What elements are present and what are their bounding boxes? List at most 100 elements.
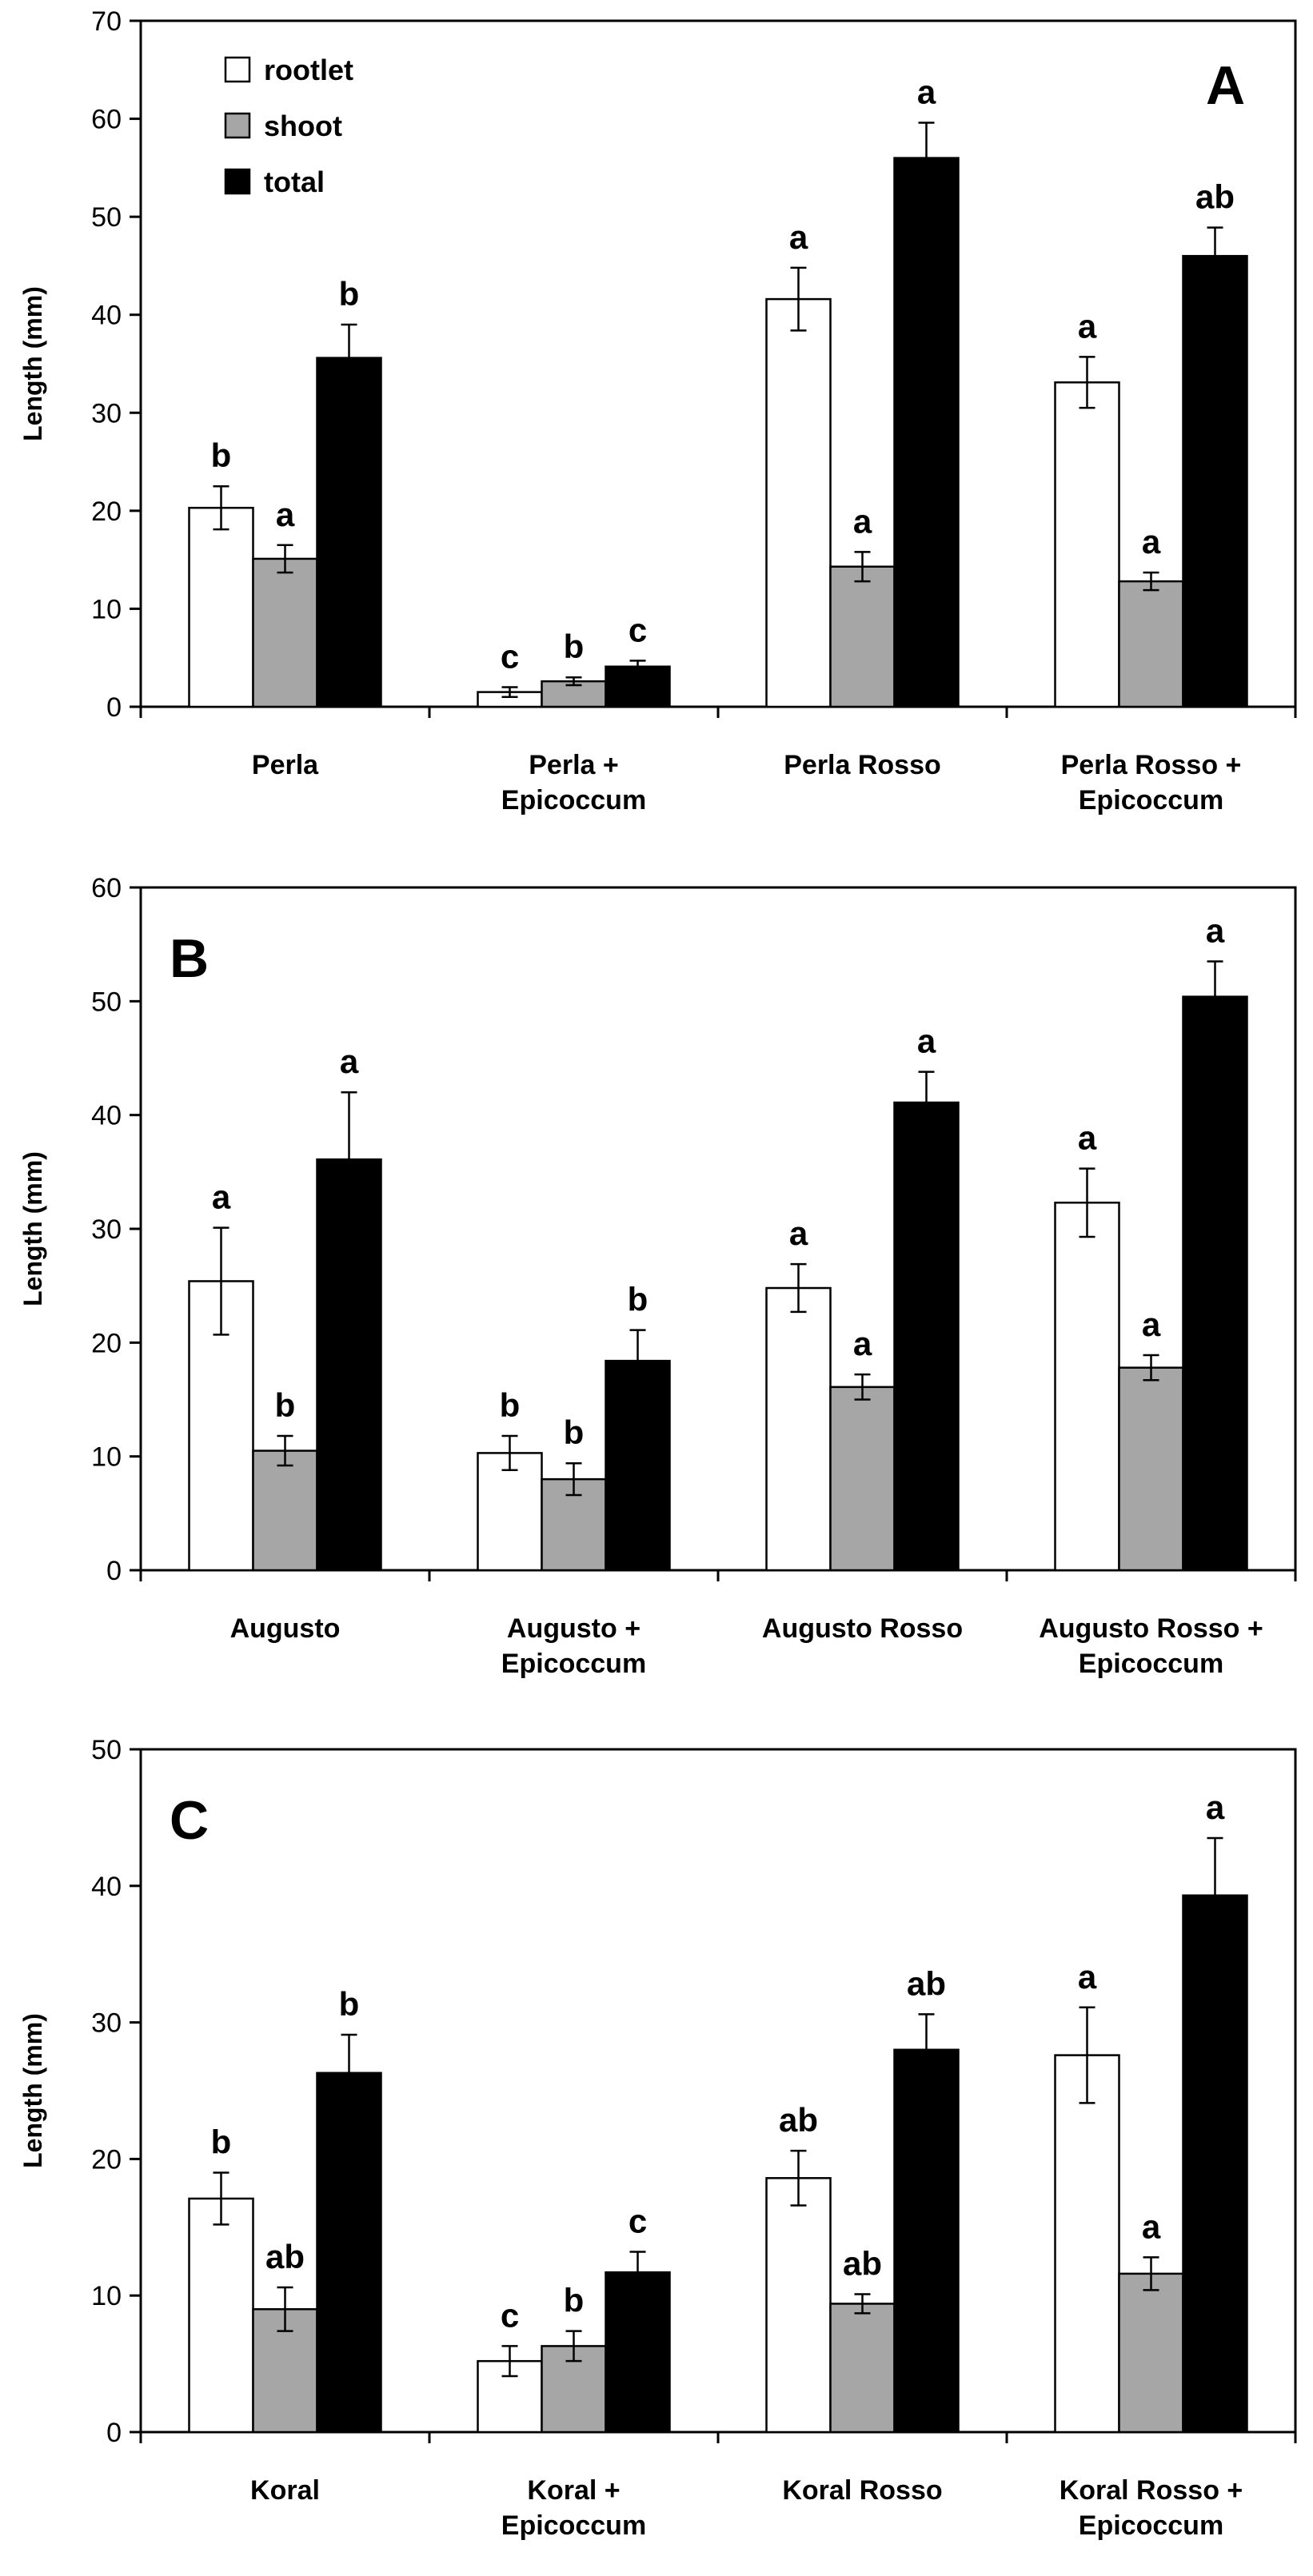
y-axis-label: Length (mm) [18,286,47,441]
significance-letter: b [211,2123,232,2160]
significance-letter: b [275,1386,296,1424]
significance-letter: b [564,1414,585,1451]
y-tick-label: 70 [91,6,122,37]
significance-letter: b [339,275,360,313]
category-label: Koral Rosso + Epicoccum [1060,2475,1243,2541]
category-label-line: Augusto Rosso [762,1613,963,1644]
bar-shoot [829,1386,896,1572]
bar-shoot [1118,580,1184,708]
panel-label: B [170,928,209,989]
bar-rootlet [188,506,254,708]
y-tick-label: 50 [91,987,122,1017]
category-label-line: Epicoccum [501,2510,646,2541]
bar-total [893,157,960,708]
y-tick-label: 0 [106,692,122,723]
bar-total [316,2072,382,2434]
significance-letter: a [1206,912,1225,950]
significance-letter: b [339,1985,360,2023]
significance-letter: ab [907,1964,946,2002]
category-label-line: Koral Rosso + [1060,2475,1243,2506]
significance-letter: b [211,437,232,474]
category-label-line: Perla [252,750,319,780]
significance-letter: a [853,1325,872,1362]
significance-letter: b [564,2282,585,2319]
y-tick-label: 10 [91,594,122,624]
category-label-line: Augusto [230,1613,341,1644]
legend-swatch-rootlet [224,56,251,83]
significance-letter: ab [843,2244,882,2282]
bar-shoot [1118,2272,1184,2434]
significance-letter: a [1078,1119,1097,1157]
category-label: Augusto Rosso [762,1613,963,1644]
significance-letter: a [1142,2207,1161,2245]
bar-rootlet [765,1286,832,1572]
legend-label-rootlet: rootlet [264,54,353,86]
significance-letter: a [917,1023,936,1060]
category-label-line: Perla + [529,750,618,780]
bar-rootlet [1054,2054,1120,2434]
significance-letter: ab [779,2101,818,2139]
bar-shoot [1118,1366,1184,1572]
y-tick-label: 10 [91,2281,122,2311]
panel-b: 0 10 20 30 40 50 60 Length (mm) Augusto Augusto +… [18,873,1297,1679]
category-label: Perla Rosso + Epicoccum [1061,750,1242,815]
y-tick-label: 50 [91,1735,122,1765]
category-label-line: Perla Rosso + [1061,750,1242,780]
significance-letter: c [501,2296,519,2334]
y-tick-label: 40 [91,301,122,331]
significance-letter: a [789,218,808,256]
category-label: Koral Rosso [782,2475,942,2506]
bar-total [605,2271,671,2434]
y-tick-label: 60 [91,873,122,903]
panel-label: A [1206,55,1245,116]
significance-letter: a [789,1214,808,1252]
bar-rootlet [477,1452,543,1572]
category-label-line: Epicoccum [1079,2510,1223,2541]
significance-letter: c [629,2203,647,2240]
category-label: Koral + Epicoccum [501,2475,646,2541]
category-label: Koral [250,2475,320,2506]
category-label: Perla + Epicoccum [501,750,646,815]
bar-shoot [829,565,896,708]
bar-total [893,1101,960,1572]
significance-letter: b [500,1386,521,1424]
bar-rootlet [1054,1202,1120,1572]
bar-total [893,2048,960,2434]
y-tick-label: 20 [91,496,122,527]
y-tick-label: 0 [106,1556,122,1586]
y-tick-label: 40 [91,1101,122,1131]
bar-rootlet [188,2197,254,2434]
significance-letter: ab [265,2238,305,2275]
bar-total [316,1158,382,1572]
category-label: Perla [252,750,319,780]
significance-letter: a [917,73,936,110]
y-tick-label: 20 [91,1328,122,1358]
bar-total [1182,1894,1248,2434]
legend-swatch-total [224,168,251,195]
significance-letter: b [628,1281,649,1318]
bar-total [316,357,382,708]
significance-letter: a [1078,307,1097,345]
y-tick-label: 0 [106,2418,122,2448]
significance-letter: a [1142,1306,1161,1343]
significance-letter: ab [1195,178,1235,216]
significance-letter: a [853,502,872,540]
y-tick-label: 20 [91,2144,122,2175]
category-label-line: Koral + [527,2475,620,2506]
category-label-line: Epicoccum [1079,785,1223,815]
panel-label: C [170,1790,209,1851]
y-tick-label: 50 [91,202,122,233]
y-tick-label: 30 [91,1214,122,1245]
legend: rootlet shoot total [224,54,353,198]
y-tick-label: 40 [91,1872,122,1902]
y-tick-label: 30 [91,398,122,429]
significance-letter: a [1078,1958,1097,1996]
category-label-line: Epicoccum [1079,1649,1223,1679]
y-tick-label: 60 [91,105,122,135]
panel-a: 0 10 20 30 40 50 60 70 Length (mm) Perla Perla + Ep… [18,6,1297,815]
panel-c: 0 10 20 30 40 50 Length (mm) Koral Koral + Epicoc… [18,1735,1297,2541]
category-label-line: Perla Rosso [784,750,941,780]
significance-letter: a [1142,523,1161,560]
category-label: Augusto Rosso + Epicoccum [1039,1613,1263,1679]
